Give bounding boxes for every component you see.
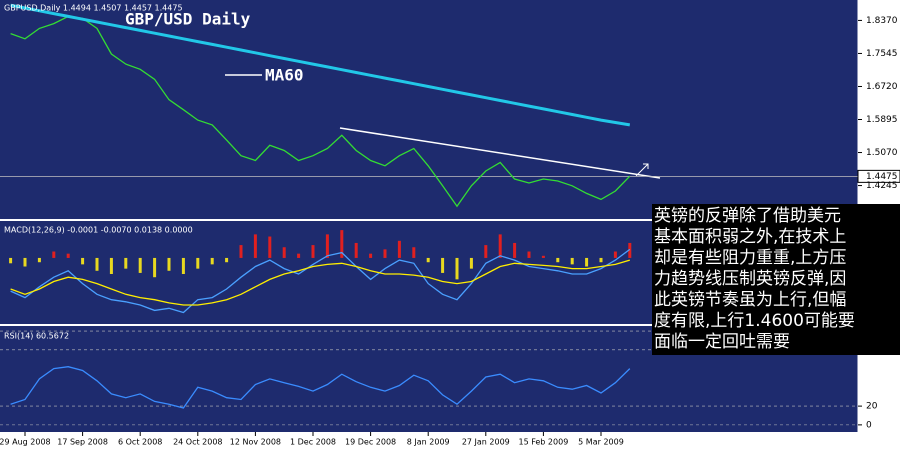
histogram-bar [599,257,603,263]
histogram-bar [369,253,373,258]
x-tick-label: 17 Sep 2008 [57,438,108,447]
histogram-bar [556,257,560,263]
chart-header: GBPUSD,Daily 1.4494 1.4507 1.4457 1.4475 [4,4,183,13]
histogram-bar [167,257,171,271]
x-tick-label: 1 Dec 2008 [290,438,336,447]
annotation-line: 基本面积弱之外,在技术上 [654,227,847,247]
annotation-line: 此英镑节奏虽为上行,但幅 [654,290,847,310]
ma-label: MA60 [265,66,304,85]
y-tick-label: 1.6720 [866,82,898,92]
y-tick-label: 20 [866,402,878,412]
x-tick-label: 24 Oct 2008 [173,438,222,447]
panel-header: RSI(14) 60.5672 [4,332,69,341]
trend-line [339,127,661,179]
x-tick-label: 8 Jan 2009 [407,438,450,447]
histogram-bar [225,257,229,263]
histogram-bar [181,257,185,274]
x-tick-label: 15 Feb 2009 [519,438,569,447]
histogram-bar [297,253,301,258]
histogram-bar [527,251,531,258]
histogram-bar [253,234,257,258]
histogram-bar [109,257,113,274]
histogram-bar [613,251,617,258]
histogram-bar [585,257,589,267]
annotation-line: 度有限,上行1.4600可能要 [654,311,855,331]
histogram-bar [383,249,387,258]
histogram-bar [426,257,430,263]
annotation-line: 力趋势线压制英镑反弹,因 [654,269,847,289]
annotation-line: 却是有些阻力重重,上方压 [654,248,847,268]
histogram-bar [66,253,70,258]
histogram-bar [484,245,488,258]
series-line [10,15,631,208]
histogram-bar [95,257,99,271]
y-tick-label: 1.5895 [866,115,898,125]
x-tick-label: 12 Nov 2008 [230,438,281,447]
trend-arrow [635,163,649,177]
histogram-bar [513,242,517,258]
histogram-bar [9,257,13,264]
series-line [10,259,630,306]
y-tick-label: 1.7545 [866,49,898,59]
histogram-bar [239,245,243,258]
histogram-bar [210,257,214,265]
histogram-bar [138,257,142,273]
annotation-box: 英镑的反弹除了借助美元 基本面积弱之外,在技术上 却是有些阻力重重,上方压 力趋势线压… [652,204,900,355]
panel-header: MACD(12,26,9) -0.0001 -0.0070 0.0138 0.0… [4,226,193,235]
last-price-box [857,169,900,183]
histogram-bar [628,242,632,258]
histogram-bar [469,257,473,269]
histogram-bar [498,234,502,258]
histogram-bar [441,257,445,273]
x-tick-label: 6 Oct 2008 [118,438,162,447]
histogram-bar [153,257,157,278]
series-line [10,366,631,409]
histogram-bar [455,257,459,280]
histogram-bar [311,245,315,258]
histogram-bar [282,247,286,258]
histogram-bar [23,257,27,267]
y-tick-label: 0 [866,420,872,430]
last-price-label: 1.4475 [866,172,898,182]
series-line [10,248,631,314]
histogram-bar [541,255,545,258]
annotation-line: 英镑的反弹除了借助美元 [654,206,841,226]
histogram-bar [196,257,200,269]
annotation-line: 面临一定回吐需要 [654,332,790,352]
x-tick-label: 5 Mar 2009 [578,438,624,447]
y-tick-label: 1.4245 [866,181,898,191]
histogram-bar [340,230,344,258]
histogram-bar [412,247,416,258]
histogram-bar [52,251,56,258]
histogram-bar [268,236,272,258]
y-tick-label: 1.5070 [866,148,898,158]
x-tick-label: 19 Dec 2008 [345,438,396,447]
histogram-bar [325,234,329,258]
histogram-bar [354,242,358,258]
y-tick-label: 1.8370 [866,16,898,26]
chart-title: GBP/USD Daily [125,10,251,29]
histogram-bar [570,257,574,265]
x-tick-label: 27 Jan 2009 [462,438,510,447]
histogram-bar [397,240,401,258]
histogram-bar [81,257,85,265]
x-tick-label: 29 Aug 2008 [0,438,51,447]
histogram-bar [37,257,41,263]
series-line [10,3,631,127]
histogram-bar [124,257,128,269]
